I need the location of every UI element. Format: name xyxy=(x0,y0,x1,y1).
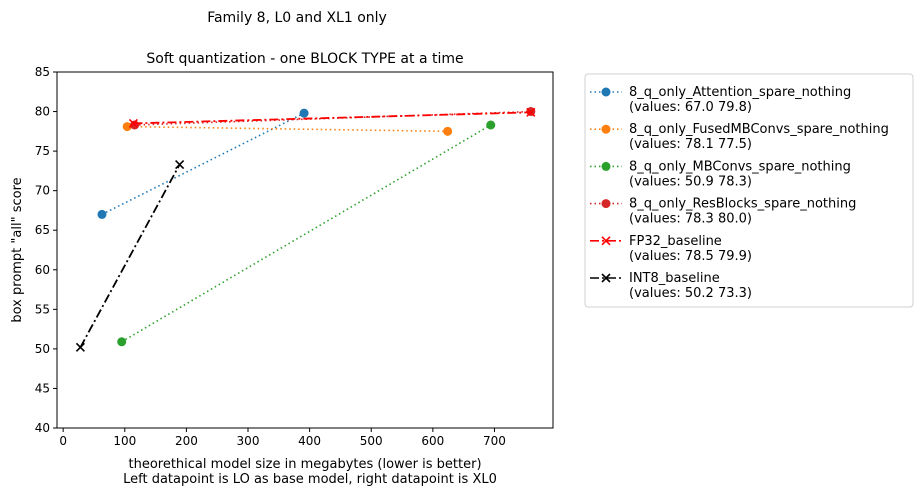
marker-stroke xyxy=(128,118,138,128)
x-tick-label: 300 xyxy=(237,434,260,448)
legend-values: (values: 50.9 78.3) xyxy=(629,174,752,189)
legend-label: INT8_baseline xyxy=(629,271,720,286)
legend-item-INT8_baseline: INT8_baseline(values: 50.2 73.3) xyxy=(590,271,752,301)
series-line xyxy=(101,112,305,216)
legend-marker xyxy=(601,161,611,171)
marker-stroke xyxy=(75,342,85,352)
chart-title: Family 8, L0 and XL1 only xyxy=(207,10,387,26)
data-point xyxy=(122,122,132,132)
legend-values: (values: 78.5 79.9) xyxy=(629,249,752,264)
series-line xyxy=(127,125,448,133)
data-point xyxy=(526,107,536,117)
series-INT8_baseline xyxy=(75,159,185,352)
series-FP32_baseline xyxy=(128,107,536,128)
data-point xyxy=(486,120,496,130)
series-line xyxy=(79,164,181,348)
x-tick-label: 100 xyxy=(113,434,136,448)
legend-values: (values: 67.0 79.8) xyxy=(629,100,752,115)
marker-stroke xyxy=(526,107,536,117)
x-axis: 0 100 200 300 400 500 600 700 xyxy=(59,428,506,448)
legend-marker xyxy=(601,124,611,134)
plot-area xyxy=(56,71,554,429)
y-tick-label: 65 xyxy=(35,223,50,237)
data-point xyxy=(299,108,309,118)
legend-item-8_q_only_FusedMBConvs_spare_nothing: 8_q_only_FusedMBConvs_spare_nothing(valu… xyxy=(590,122,889,152)
y-axis: 40 45 50 55 60 65 70 75 80 85 xyxy=(35,65,57,435)
marker-stroke xyxy=(601,273,611,283)
series-8_q_only_FusedMBConvs_spare_nothing xyxy=(122,122,453,136)
legend-frame xyxy=(584,73,914,308)
legend-marker xyxy=(601,87,611,97)
y-tick-label: 75 xyxy=(35,144,50,158)
series-8_q_only_Attention_spare_nothing xyxy=(97,108,309,219)
legend-values: (values: 50.2 73.3) xyxy=(629,286,752,301)
series-layer xyxy=(75,107,536,352)
y-tick-label: 60 xyxy=(35,263,50,277)
legend-label: 8_q_only_MBConvs_spare_nothing xyxy=(629,159,851,174)
legend-item-8_q_only_Attention_spare_nothing: 8_q_only_Attention_spare_nothing(values:… xyxy=(590,85,851,115)
y-tick-label: 55 xyxy=(35,302,50,316)
chart-subtitle: Soft quantization - one BLOCK TYPE at a … xyxy=(146,51,463,67)
legend-label: FP32_baseline xyxy=(629,234,722,249)
legend-values: (values: 78.3 80.0) xyxy=(629,212,752,227)
x-tick-label: 500 xyxy=(360,434,383,448)
data-point xyxy=(175,159,185,170)
legend-marker xyxy=(601,199,611,209)
data-point xyxy=(443,126,453,136)
legend-label: 8_q_only_FusedMBConvs_spare_nothing xyxy=(629,122,889,137)
x-tick-label: 600 xyxy=(421,434,444,448)
y-tick-label: 80 xyxy=(35,105,50,119)
data-point xyxy=(97,209,107,219)
legend-item-8_q_only_ResBlocks_spare_nothing: 8_q_only_ResBlocks_spare_nothing(values:… xyxy=(590,197,856,227)
marker-stroke xyxy=(175,159,185,170)
marker-stroke xyxy=(601,236,611,246)
data-point xyxy=(128,118,138,128)
y-tick-label: 45 xyxy=(35,381,50,395)
y-tick-label: 50 xyxy=(35,342,50,356)
legend-marker xyxy=(601,236,611,246)
y-tick-label: 85 xyxy=(35,65,50,79)
legend-label: 8_q_only_Attention_spare_nothing xyxy=(629,85,851,100)
x-tick-label: 400 xyxy=(298,434,321,448)
series-line xyxy=(133,111,531,125)
x-tick-label: 700 xyxy=(483,434,506,448)
legend-label: 8_q_only_ResBlocks_spare_nothing xyxy=(629,197,856,212)
y-tick-label: 70 xyxy=(35,184,50,198)
legend-values: (values: 78.1 77.5) xyxy=(629,137,752,152)
y-axis-label: box prompt "all" score xyxy=(10,177,25,322)
x-tick-label: 200 xyxy=(175,434,198,448)
legend-marker xyxy=(601,273,611,283)
legend: 8_q_only_Attention_spare_nothing(values:… xyxy=(584,73,914,308)
y-tick-label: 40 xyxy=(35,421,50,435)
legend-item-8_q_only_MBConvs_spare_nothing: 8_q_only_MBConvs_spare_nothing(values: 5… xyxy=(590,159,851,189)
series-line xyxy=(121,124,492,343)
data-point xyxy=(75,342,85,352)
x-axis-label: theorethical model size in megabytes (lo… xyxy=(128,457,481,472)
legend-item-FP32_baseline: FP32_baseline(values: 78.5 79.9) xyxy=(590,234,752,264)
series-8_q_only_MBConvs_spare_nothing xyxy=(117,120,496,347)
data-point xyxy=(117,337,127,347)
x-tick-label: 0 xyxy=(59,434,67,448)
x-axis-label-line2: Left datapoint is LO as base model, righ… xyxy=(123,472,497,487)
